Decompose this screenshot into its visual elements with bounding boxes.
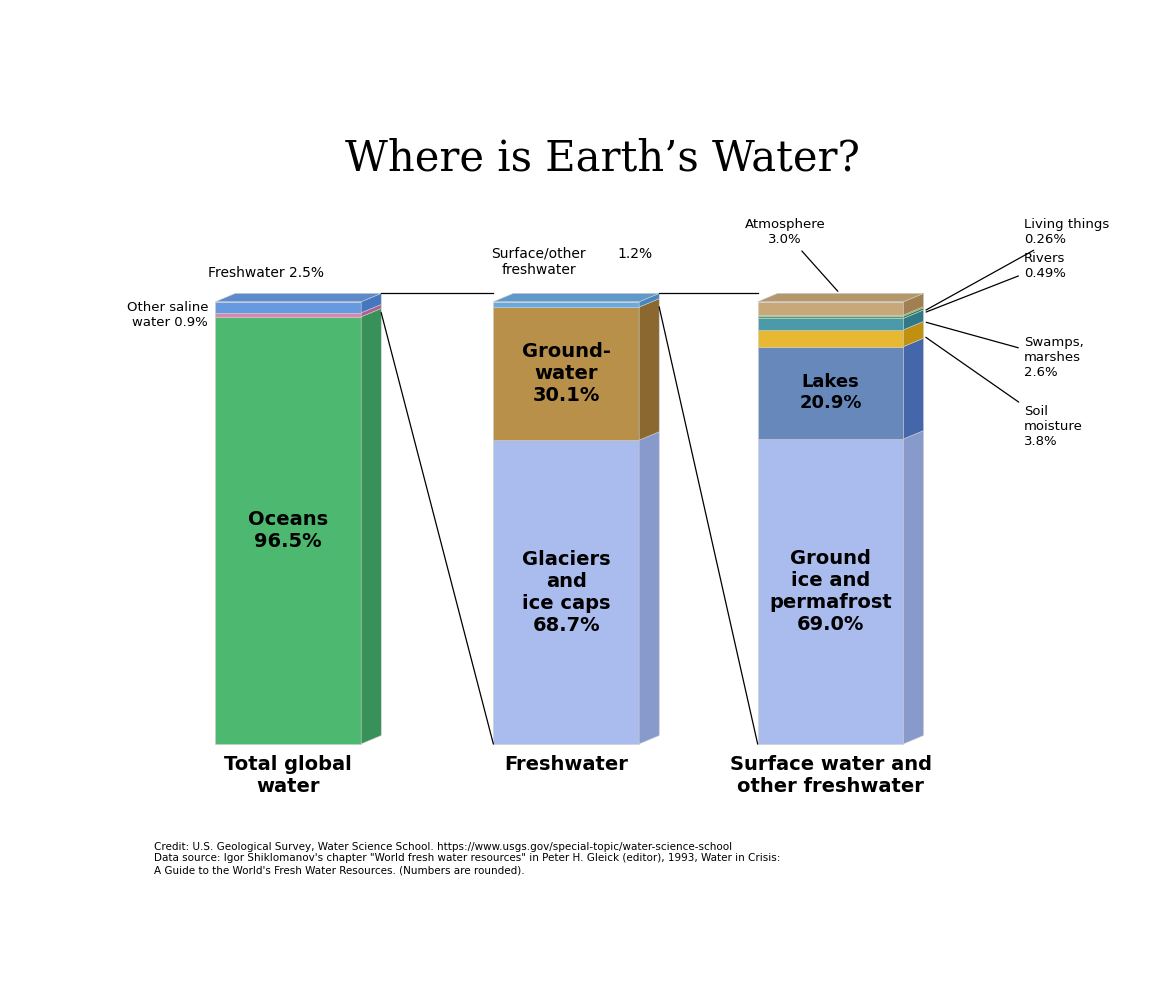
Polygon shape xyxy=(361,305,381,317)
Polygon shape xyxy=(903,431,923,743)
Text: Living things
0.26%: Living things 0.26% xyxy=(926,218,1109,310)
Text: Lakes
20.9%: Lakes 20.9% xyxy=(800,373,862,412)
Text: Ground-
water
30.1%: Ground- water 30.1% xyxy=(522,343,610,405)
Text: Glaciers
and
ice caps
68.7%: Glaciers and ice caps 68.7% xyxy=(522,549,610,635)
Polygon shape xyxy=(757,316,903,319)
Polygon shape xyxy=(215,313,361,317)
Polygon shape xyxy=(494,441,640,743)
Text: Credit: U.S. Geological Survey, Water Science School. https://www.usgs.gov/speci: Credit: U.S. Geological Survey, Water Sc… xyxy=(154,842,781,875)
Polygon shape xyxy=(757,439,903,743)
Polygon shape xyxy=(757,346,903,439)
Text: Where is Earth’s Water?: Where is Earth’s Water? xyxy=(346,138,860,180)
Polygon shape xyxy=(903,339,923,439)
Polygon shape xyxy=(903,293,923,315)
Text: Other saline
water 0.9%: Other saline water 0.9% xyxy=(127,301,208,329)
Text: Swamps,
marshes
2.6%: Swamps, marshes 2.6% xyxy=(927,323,1083,379)
Text: Freshwater 2.5%: Freshwater 2.5% xyxy=(208,265,325,279)
Text: Oceans
96.5%: Oceans 96.5% xyxy=(248,510,328,550)
Text: Total global
water: Total global water xyxy=(225,755,352,796)
Polygon shape xyxy=(903,307,923,316)
Text: Rivers
0.49%: Rivers 0.49% xyxy=(926,251,1065,312)
Polygon shape xyxy=(640,293,660,307)
Polygon shape xyxy=(903,308,923,319)
Polygon shape xyxy=(757,330,903,346)
Polygon shape xyxy=(757,315,903,316)
Polygon shape xyxy=(215,317,361,743)
Polygon shape xyxy=(903,322,923,346)
Polygon shape xyxy=(215,293,381,302)
Polygon shape xyxy=(757,293,923,302)
Text: Surface/other
freshwater: Surface/other freshwater xyxy=(492,247,586,276)
Text: Atmosphere
3.0%: Atmosphere 3.0% xyxy=(744,218,837,291)
Polygon shape xyxy=(494,307,640,441)
Polygon shape xyxy=(757,302,903,315)
Polygon shape xyxy=(494,302,640,307)
Text: Freshwater: Freshwater xyxy=(505,755,628,774)
Text: Ground
ice and
permafrost
69.0%: Ground ice and permafrost 69.0% xyxy=(769,548,891,634)
Text: Soil
moisture
3.8%: Soil moisture 3.8% xyxy=(926,338,1083,447)
Text: 1.2%: 1.2% xyxy=(617,248,653,261)
Polygon shape xyxy=(361,293,381,313)
Polygon shape xyxy=(361,309,381,743)
Polygon shape xyxy=(215,302,361,313)
Polygon shape xyxy=(757,319,903,330)
Polygon shape xyxy=(640,432,660,743)
Text: Surface water and
other freshwater: Surface water and other freshwater xyxy=(729,755,931,796)
Polygon shape xyxy=(494,293,660,302)
Polygon shape xyxy=(640,299,660,441)
Polygon shape xyxy=(903,310,923,330)
